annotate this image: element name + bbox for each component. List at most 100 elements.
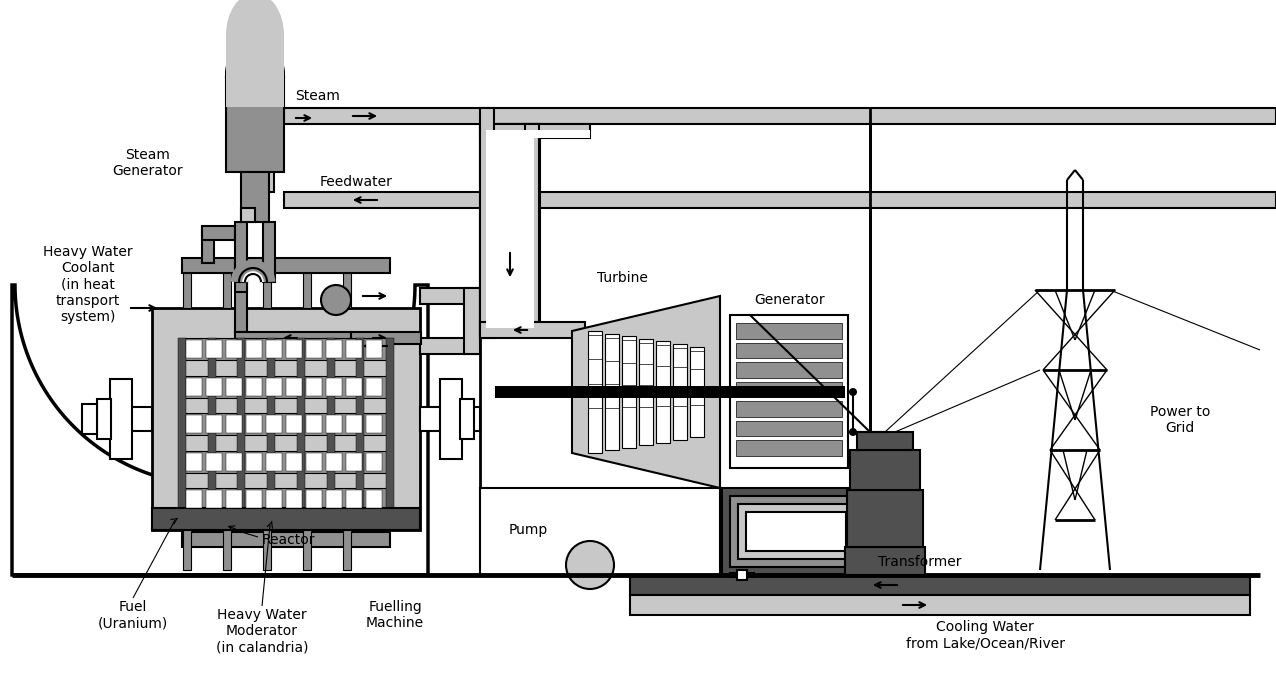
- Bar: [182, 268, 191, 308]
- Bar: [850, 450, 920, 490]
- Bar: [639, 339, 653, 445]
- Bar: [182, 413, 390, 435]
- Text: Steam: Steam: [295, 89, 339, 103]
- Bar: [246, 490, 262, 508]
- Bar: [351, 332, 421, 344]
- Bar: [672, 344, 686, 440]
- Bar: [325, 377, 342, 395]
- Bar: [241, 172, 269, 222]
- Ellipse shape: [226, 35, 285, 119]
- Bar: [480, 124, 540, 334]
- Bar: [325, 490, 342, 508]
- Bar: [286, 490, 302, 508]
- Bar: [186, 415, 202, 433]
- Bar: [92, 407, 152, 431]
- Bar: [464, 288, 480, 354]
- Bar: [343, 530, 351, 570]
- Bar: [223, 530, 231, 570]
- Circle shape: [849, 388, 857, 396]
- Bar: [480, 322, 584, 338]
- Bar: [306, 490, 322, 508]
- Bar: [265, 415, 282, 433]
- Bar: [605, 334, 619, 451]
- Bar: [366, 377, 382, 395]
- Bar: [265, 453, 282, 471]
- Bar: [366, 340, 382, 358]
- Bar: [177, 338, 186, 510]
- Bar: [235, 262, 248, 292]
- Bar: [480, 108, 870, 575]
- Bar: [857, 432, 914, 450]
- Bar: [235, 282, 248, 332]
- Bar: [246, 453, 262, 471]
- Bar: [630, 595, 1250, 615]
- Text: Feedwater: Feedwater: [320, 175, 393, 189]
- Bar: [346, 490, 362, 508]
- Bar: [306, 340, 322, 358]
- Bar: [182, 530, 191, 570]
- Bar: [736, 401, 842, 417]
- Circle shape: [849, 428, 857, 436]
- Ellipse shape: [226, 35, 285, 119]
- Bar: [366, 490, 382, 508]
- Bar: [847, 490, 923, 547]
- Bar: [82, 404, 97, 434]
- Bar: [152, 308, 420, 530]
- Bar: [186, 377, 202, 395]
- Bar: [223, 268, 231, 308]
- Bar: [306, 453, 322, 471]
- Bar: [286, 415, 302, 433]
- Bar: [182, 338, 390, 360]
- Bar: [306, 377, 322, 395]
- Bar: [845, 547, 925, 575]
- Bar: [235, 332, 351, 344]
- Bar: [480, 124, 590, 138]
- Bar: [346, 453, 362, 471]
- Bar: [461, 399, 473, 439]
- Bar: [182, 375, 390, 397]
- Ellipse shape: [226, 0, 285, 77]
- Bar: [730, 496, 863, 567]
- Bar: [285, 108, 1276, 124]
- Bar: [420, 338, 480, 354]
- Bar: [738, 570, 746, 580]
- Bar: [182, 532, 390, 547]
- Bar: [366, 415, 382, 433]
- Bar: [689, 347, 703, 437]
- Bar: [186, 340, 202, 358]
- Bar: [524, 124, 538, 333]
- Bar: [235, 222, 248, 282]
- Bar: [302, 268, 311, 308]
- Bar: [267, 338, 276, 510]
- Text: Fuelling
Machine: Fuelling Machine: [366, 600, 424, 630]
- Bar: [246, 377, 262, 395]
- Bar: [630, 575, 1250, 595]
- Bar: [205, 377, 222, 395]
- Bar: [265, 340, 282, 358]
- Text: Fuel
(Uranium): Fuel (Uranium): [98, 600, 168, 630]
- Bar: [306, 415, 322, 433]
- Text: Cooling Water
from Lake/Ocean/River: Cooling Water from Lake/Ocean/River: [906, 620, 1064, 650]
- Bar: [346, 415, 362, 433]
- Bar: [387, 338, 394, 510]
- Bar: [226, 77, 285, 172]
- Bar: [205, 340, 222, 358]
- Bar: [343, 268, 351, 308]
- Bar: [260, 124, 274, 192]
- Bar: [152, 508, 420, 530]
- Bar: [327, 338, 334, 510]
- Bar: [226, 77, 285, 107]
- Text: Heavy Water
Coolant
(in heat
transport
system): Heavy Water Coolant (in heat transport s…: [43, 245, 133, 324]
- Bar: [736, 323, 842, 339]
- Bar: [182, 258, 390, 273]
- Bar: [736, 343, 842, 358]
- Bar: [285, 192, 1276, 208]
- Bar: [186, 490, 202, 508]
- Bar: [738, 504, 854, 559]
- Polygon shape: [11, 285, 427, 575]
- Bar: [325, 340, 342, 358]
- Text: Heavy Water
Moderator
(in calandria): Heavy Water Moderator (in calandria): [216, 608, 309, 654]
- Bar: [205, 490, 222, 508]
- Bar: [202, 226, 235, 240]
- Bar: [182, 488, 390, 510]
